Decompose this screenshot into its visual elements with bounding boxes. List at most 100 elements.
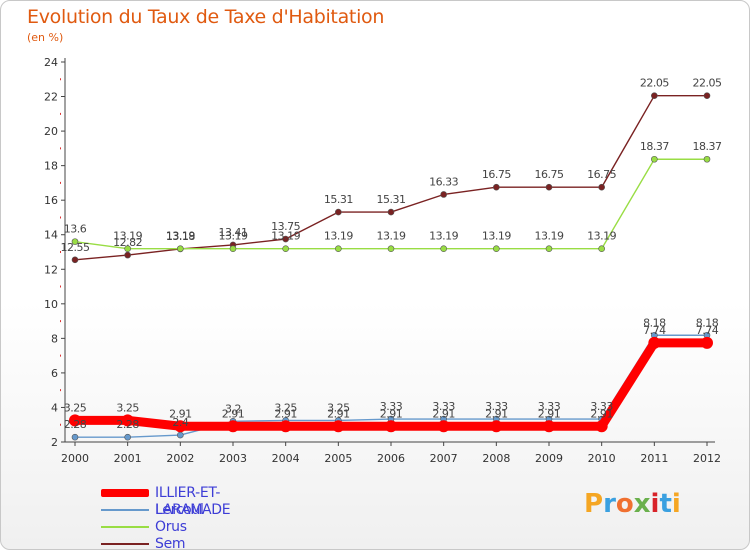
- data-point: [440, 245, 447, 253]
- data-label: 2.91: [327, 407, 350, 420]
- data-label: 13.19: [587, 230, 616, 243]
- data-label: 22.05: [640, 77, 669, 90]
- data-point: [177, 431, 184, 439]
- data-point: [332, 420, 345, 433]
- data-point: [279, 420, 292, 433]
- data-label: 15.31: [377, 193, 406, 206]
- legend-label: Orus: [155, 519, 187, 535]
- data-label: 3.25: [64, 401, 87, 414]
- data-label: 2.28: [116, 418, 139, 431]
- y-tick-label: 10: [44, 298, 58, 311]
- legend-label: ILLIER-ET-LARAMADE: [155, 485, 231, 518]
- logo-letter: x: [633, 489, 651, 519]
- data-label: 13.19: [113, 230, 142, 243]
- data-point: [545, 245, 553, 253]
- data-point: [69, 414, 81, 427]
- data-label: 2.91: [485, 407, 508, 420]
- data-point: [703, 92, 711, 99]
- data-point: [335, 208, 342, 216]
- logo-letter: t: [659, 489, 672, 519]
- data-label: 2.91: [380, 407, 403, 420]
- data-point: [71, 238, 79, 245]
- legend-swatch: [101, 509, 149, 511]
- data-label: 2.91: [538, 407, 561, 420]
- data-label: 13.19: [482, 230, 511, 243]
- data-label: 12.82: [113, 236, 142, 249]
- data-point: [71, 433, 79, 441]
- data-point: [651, 92, 658, 99]
- data-point: [335, 245, 342, 253]
- x-tick-label: 2000: [61, 452, 89, 465]
- data-label: 13.19: [377, 230, 406, 243]
- data-point: [282, 245, 289, 253]
- proxiti-logo: Proxiti: [584, 489, 681, 519]
- x-tick-label: 2007: [430, 452, 458, 465]
- data-point: [595, 420, 608, 433]
- data-label: 3.25: [116, 401, 139, 414]
- data-label: 3.25: [274, 401, 297, 414]
- data-point: [490, 420, 503, 433]
- x-tick-label: 2009: [535, 452, 563, 465]
- data-label: 3.33: [590, 400, 613, 413]
- x-tick-label: 2006: [377, 452, 405, 465]
- data-label: 13.19: [535, 230, 564, 243]
- data-label: 12.55: [61, 241, 90, 254]
- data-label: 8.18: [696, 316, 719, 329]
- logo-letter: i: [671, 489, 681, 519]
- data-label: 2.91: [590, 407, 613, 420]
- x-tick-label: 2010: [588, 452, 616, 465]
- data-label: 18.37: [693, 140, 722, 153]
- data-label: 3.2: [225, 402, 241, 415]
- y-tick-label: 18: [44, 160, 58, 173]
- data-point: [701, 336, 713, 349]
- chart-subtitle: (en %): [27, 31, 64, 44]
- logo-letter: P: [584, 489, 604, 519]
- data-label: 2.28: [64, 418, 87, 431]
- data-label: 2.91: [432, 407, 455, 420]
- data-label: 16.75: [535, 168, 564, 181]
- x-tick-label: 2005: [324, 452, 352, 465]
- data-label: 13.6: [64, 223, 87, 236]
- x-tick-label: 2011: [640, 452, 668, 465]
- y-tick-label: 14: [44, 229, 58, 242]
- chart-title: Evolution du Taux de Taxe d'Habitation: [27, 6, 385, 28]
- logo-letter: r: [603, 489, 616, 519]
- data-label: 13.19: [429, 230, 458, 243]
- data-point: [124, 251, 131, 259]
- data-point: [648, 336, 661, 349]
- data-label: 18.37: [640, 140, 669, 153]
- data-label: 3.25: [327, 401, 350, 414]
- data-point: [387, 208, 395, 216]
- data-label: 13.19: [271, 230, 300, 243]
- data-point: [545, 183, 553, 191]
- data-label: 16.75: [587, 168, 616, 181]
- y-tick-label: 24: [44, 56, 58, 69]
- data-point: [440, 191, 447, 198]
- data-label: 3.33: [432, 400, 455, 413]
- y-tick-label: 4: [51, 401, 58, 414]
- data-label: 13.75: [271, 220, 300, 233]
- data-label: 2.91: [222, 407, 245, 420]
- data-label: 13.19: [219, 230, 248, 243]
- data-point: [227, 420, 239, 433]
- data-label: 22.05: [693, 77, 722, 90]
- data-label: 13.19: [166, 230, 195, 243]
- legend-swatch: [101, 489, 149, 497]
- data-label: 16.33: [429, 175, 458, 188]
- data-label: 7.74: [643, 324, 666, 337]
- data-point: [71, 256, 79, 264]
- y-tick-label: 16: [44, 194, 58, 207]
- legend-swatch: [101, 543, 149, 545]
- data-point: [387, 245, 395, 253]
- legend-label: Sem: [155, 536, 186, 550]
- data-point: [543, 420, 555, 433]
- data-point: [493, 183, 500, 191]
- data-point: [598, 183, 605, 191]
- data-point: [124, 245, 131, 253]
- logo-letter: o: [615, 489, 634, 519]
- y-tick-label: 20: [44, 125, 58, 138]
- x-tick-label: 2004: [272, 452, 300, 465]
- data-point: [174, 420, 187, 433]
- data-point: [703, 155, 711, 163]
